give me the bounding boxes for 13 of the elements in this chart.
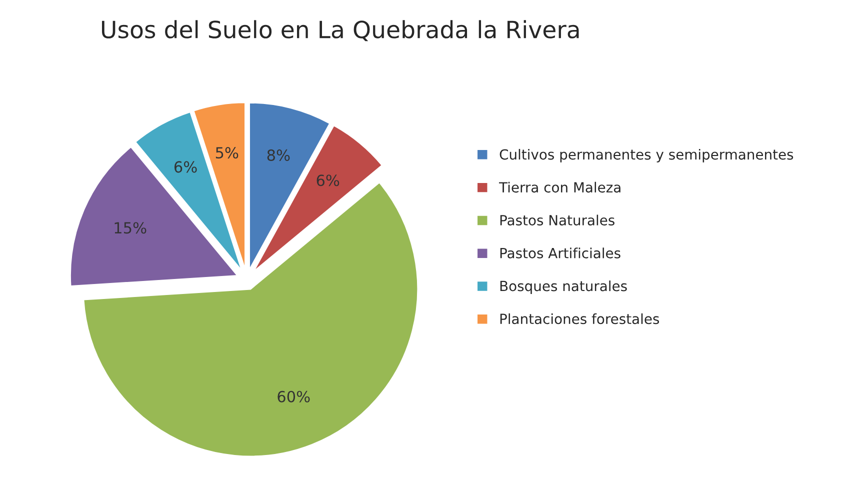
legend-label: Cultivos permanentes y semipermanentes <box>500 148 794 162</box>
data-label: 8% <box>267 149 290 161</box>
data-label: 5% <box>216 146 238 159</box>
legend-label: Pastos Artificiales <box>500 248 620 258</box>
legend-label: Pastos Naturales <box>500 214 614 226</box>
data-label: 6% <box>316 174 340 186</box>
chart-title: Usos del Suelo en La Quebrada la Rivera <box>102 20 579 42</box>
data-label: 6% <box>174 161 197 173</box>
data-label: 15% <box>114 222 146 234</box>
legend-label: Plantaciones forestales <box>500 313 660 324</box>
legend-label: Bosques naturales <box>500 280 627 294</box>
legend-label: Tierra con Maleza <box>498 182 620 193</box>
data-label: 60% <box>278 390 310 402</box>
